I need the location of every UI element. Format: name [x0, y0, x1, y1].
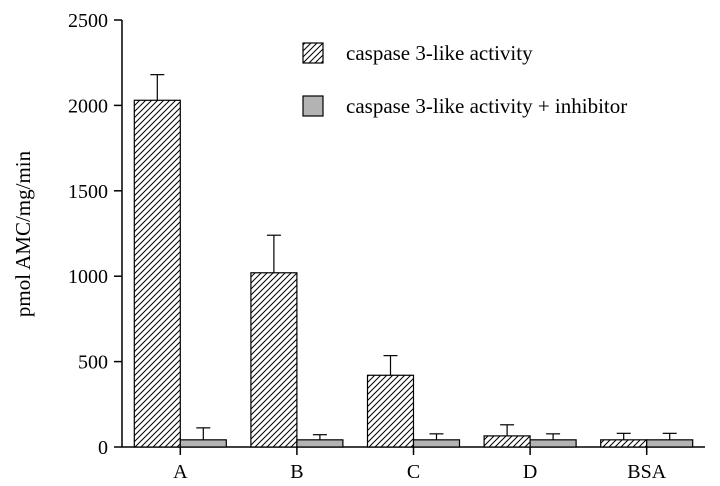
y-tick-label: 2000 — [68, 95, 108, 117]
bar-activity — [133, 99, 181, 448]
y-tick-label: 1500 — [68, 181, 108, 203]
bar-activity — [366, 374, 415, 448]
bar-activity — [483, 435, 531, 448]
bar-activity — [250, 272, 298, 448]
y-axis-title: pmol AMC/mg/min — [11, 150, 35, 317]
bars-group — [133, 74, 694, 448]
legend-label: caspase 3-like activity — [346, 41, 533, 65]
legend-swatch — [302, 95, 324, 117]
bar-inhibitor — [412, 439, 461, 448]
x-axis: A B C D BSA — [122, 446, 705, 483]
legend-label: caspase 3-like activity + inhibitor — [346, 94, 627, 118]
x-tick-label: B — [290, 461, 303, 483]
bar-inhibitor — [646, 439, 694, 448]
bar-inhibitor — [179, 439, 227, 448]
bar-inhibitor — [296, 439, 344, 448]
bar-inhibitor — [529, 439, 577, 448]
y-tick-label: 2500 — [68, 10, 108, 32]
x-tick-label: D — [523, 461, 537, 483]
legend-swatch — [302, 42, 324, 64]
x-tick-label: BSA — [627, 461, 666, 483]
y-tick-label: 1000 — [68, 266, 108, 288]
y-axis: 0 500 1000 1500 2000 2500 — [68, 10, 123, 459]
bar-activity — [600, 439, 648, 448]
y-tick-label: 0 — [98, 437, 108, 459]
y-tick-label: 500 — [78, 352, 108, 374]
x-tick-label: C — [407, 461, 420, 483]
x-tick-label: A — [173, 461, 188, 483]
legend: caspase 3-like activity caspase 3-like ac… — [302, 41, 627, 118]
